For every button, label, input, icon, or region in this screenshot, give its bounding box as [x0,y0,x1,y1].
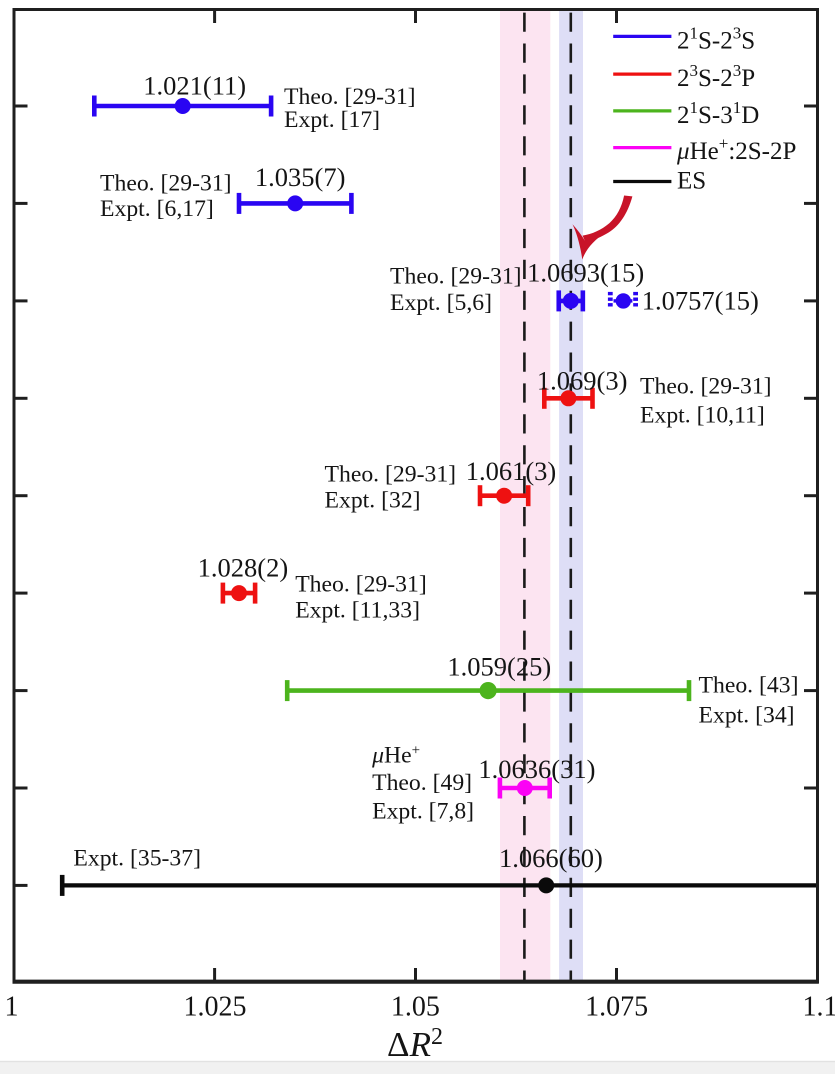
svg-text:Expt. [34]: Expt. [34] [699,702,795,728]
svg-text:Expt. [11,33]: Expt. [11,33] [295,597,420,623]
svg-text:ΔR2: ΔR2 [387,1024,443,1064]
svg-text:1.0693(15): 1.0693(15) [527,258,644,288]
svg-text:Expt. [35-37]: Expt. [35-37] [73,846,201,872]
svg-text:Theo. [49]: Theo. [49] [372,770,472,796]
svg-text:Theo. [29-31]: Theo. [29-31] [284,84,416,110]
svg-text:Theo. [43]: Theo. [43] [699,672,799,698]
svg-text:Theo. [29-31]: Theo. [29-31] [100,171,232,197]
svg-text:1.061(3): 1.061(3) [466,456,557,486]
svg-text:1.0757(15): 1.0757(15) [642,286,759,316]
svg-text:1.059(25): 1.059(25) [447,652,551,682]
svg-text:Theo. [29-31]: Theo. [29-31] [325,462,457,488]
svg-text:Expt. [10,11]: Expt. [10,11] [640,402,765,428]
svg-text:Expt. [32]: Expt. [32] [325,488,421,514]
svg-text:Expt. [17]: Expt. [17] [284,107,380,133]
svg-text:ES: ES [677,168,706,195]
svg-text:Theo. [29-31]: Theo. [29-31] [390,263,522,289]
svg-text:1: 1 [5,992,19,1023]
svg-text:1.021(11): 1.021(11) [143,70,246,100]
svg-text:Theo. [29-31]: Theo. [29-31] [640,373,772,399]
svg-text:1.025: 1.025 [184,992,247,1023]
svg-text:21S-31D: 21S-31D [677,98,759,129]
svg-text:1.066(60): 1.066(60) [499,843,603,873]
svg-text:Expt. [7,8]: Expt. [7,8] [372,799,474,825]
svg-text:1.05: 1.05 [391,992,440,1023]
svg-text:Theo. [29-31]: Theo. [29-31] [295,571,427,597]
svg-text:Expt. [6,17]: Expt. [6,17] [100,196,214,222]
svg-text:μHe+:2S-2P: μHe+:2S-2P [676,134,796,165]
svg-text:1.1: 1.1 [803,992,835,1023]
svg-text:1.069(3): 1.069(3) [537,365,628,395]
svg-text:Expt. [5,6]: Expt. [5,6] [390,290,492,316]
svg-text:21S-23S: 21S-23S [677,23,755,54]
svg-text:23S-23P: 23S-23P [677,61,755,92]
svg-text:1.075: 1.075 [585,992,648,1023]
svg-text:1.035(7): 1.035(7) [255,162,346,192]
svg-text:1.0636(31): 1.0636(31) [478,754,595,784]
svg-text:1.028(2): 1.028(2) [198,553,289,583]
